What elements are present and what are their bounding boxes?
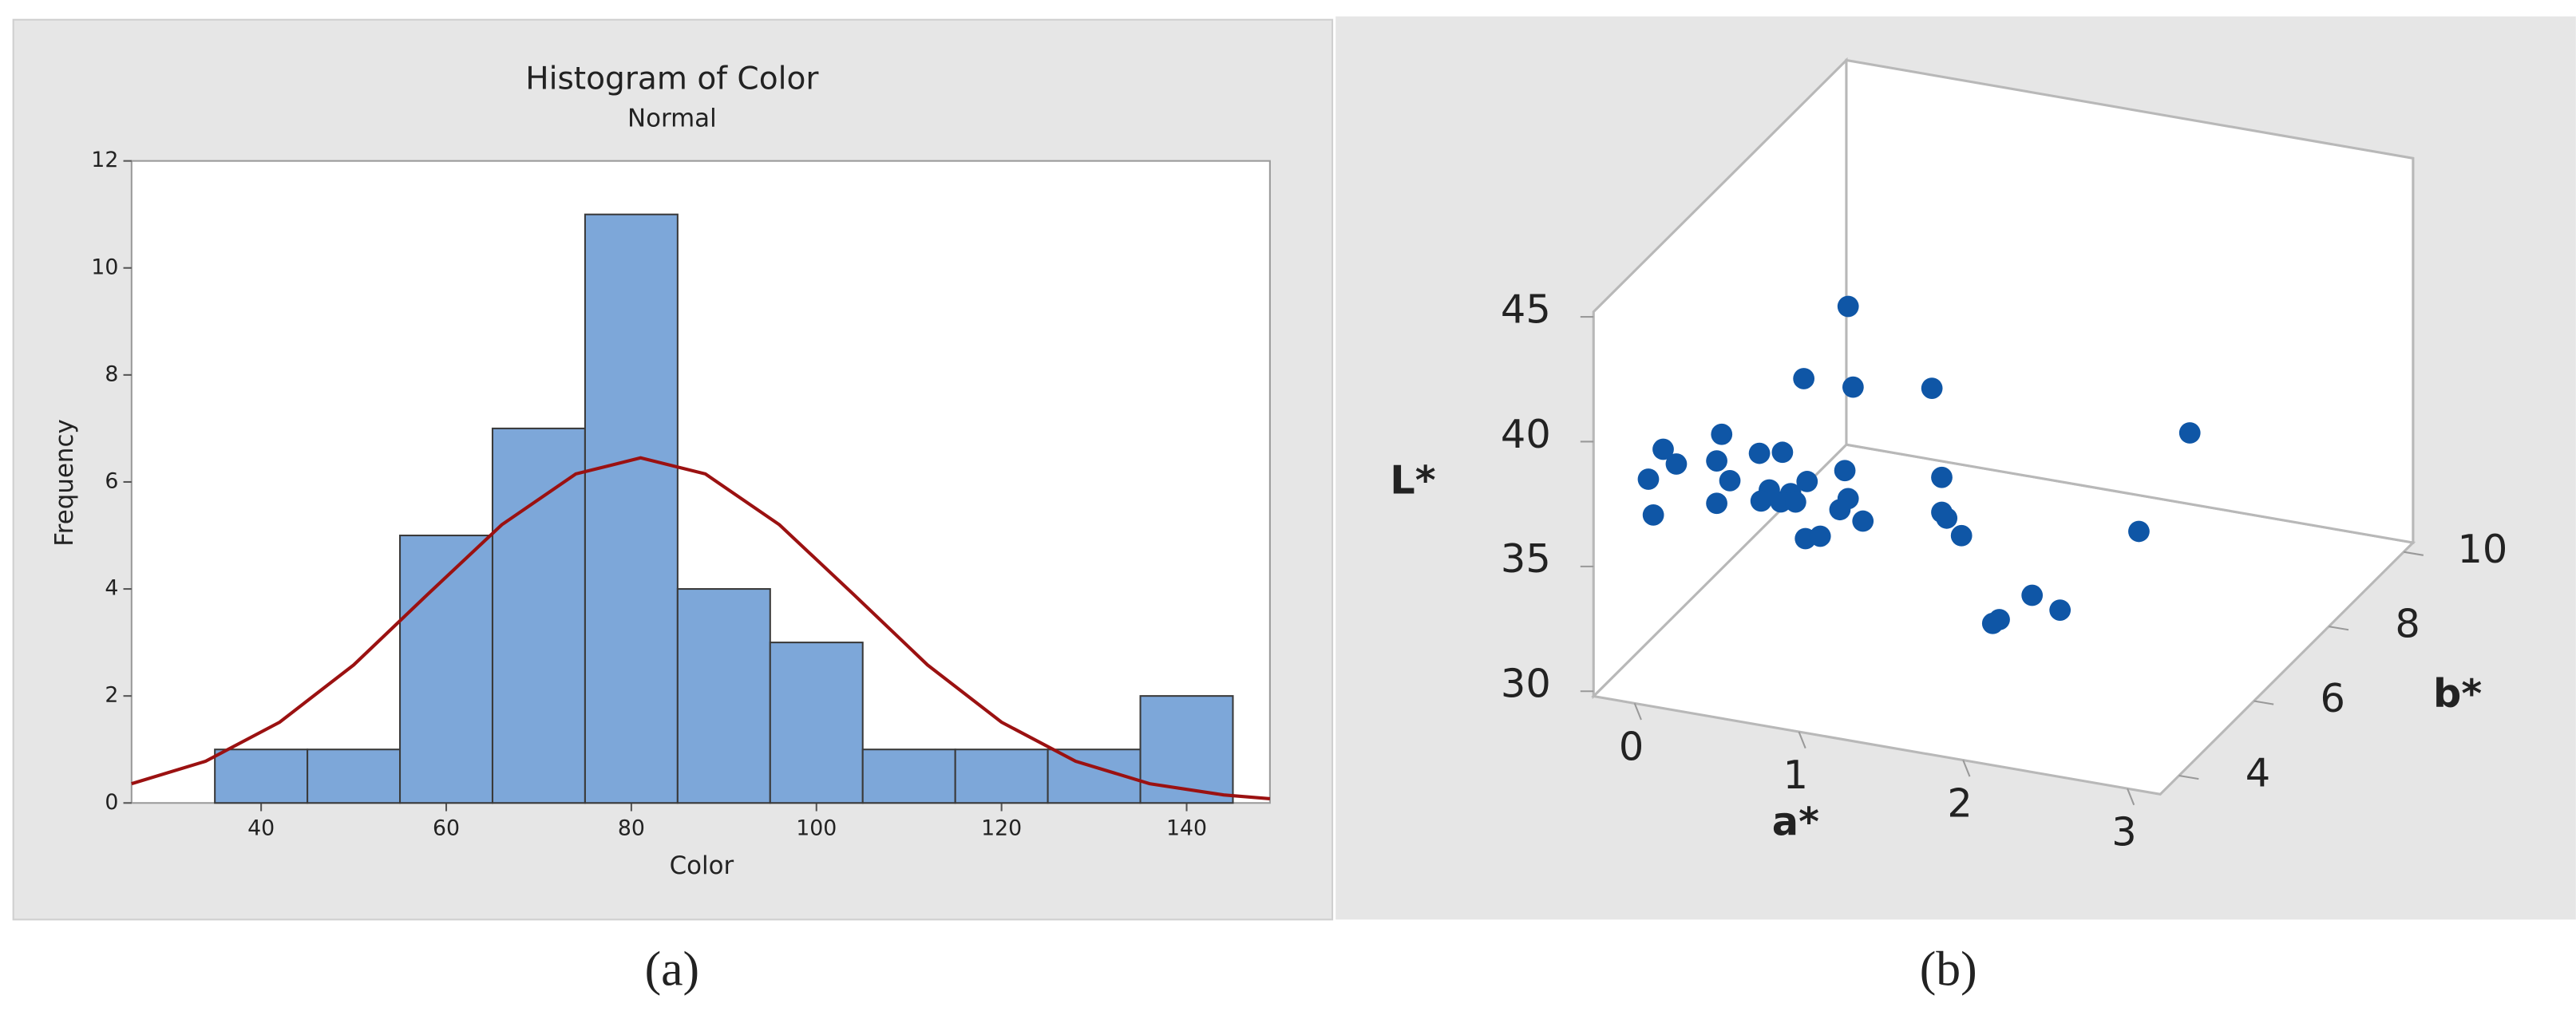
point	[1837, 295, 1859, 318]
bar	[584, 213, 679, 804]
point	[1950, 524, 1973, 547]
y-tick	[2329, 626, 2349, 631]
point	[2021, 584, 2044, 606]
point	[1706, 450, 1727, 472]
point	[1665, 453, 1688, 475]
point	[1842, 376, 1864, 398]
y-tick	[2254, 700, 2274, 705]
point	[1637, 468, 1660, 490]
x-tick-label: 3	[2111, 808, 2136, 855]
point	[1642, 504, 1664, 526]
x-tick-label: 40	[247, 816, 275, 841]
point	[1936, 507, 1958, 529]
point	[1793, 368, 1815, 389]
z-tick-label: 35	[1501, 535, 1551, 582]
point	[1834, 460, 1856, 482]
point	[1652, 438, 1674, 460]
x-tick-label: 1	[1783, 752, 1808, 798]
bar	[954, 748, 1049, 804]
y-tick-label: 8	[2395, 601, 2420, 647]
x-tick-label: 2	[1947, 780, 1972, 827]
y-tick-label: 6	[105, 468, 118, 493]
point	[1711, 423, 1733, 445]
y-tick-label: 12	[91, 148, 118, 172]
x-tick	[1962, 760, 1971, 777]
caption: (b)	[1920, 942, 1977, 996]
point	[1921, 377, 1943, 399]
point	[1852, 510, 1874, 532]
y-tick-label: 10	[2458, 526, 2508, 572]
y-axis-label: b*	[2433, 670, 2482, 717]
x-tick-label: 80	[618, 816, 645, 841]
z-tick-label: 40	[1501, 411, 1551, 457]
x-tick-label: 120	[981, 816, 1022, 841]
x-tick-label: 0	[1619, 724, 1644, 770]
point	[2049, 599, 2071, 621]
point	[1750, 490, 1772, 512]
point	[1706, 492, 1727, 515]
fit-curve	[131, 456, 1271, 800]
x-tick-label: 140	[1166, 816, 1207, 841]
y-tick-label: 10	[91, 255, 118, 279]
x-tick	[1633, 703, 1642, 721]
point	[2128, 520, 2150, 543]
x-tick	[2127, 788, 2135, 806]
chart-subtitle: Normal	[627, 105, 717, 133]
bar	[491, 427, 586, 804]
x-tick	[1798, 731, 1806, 748]
point	[1931, 466, 1953, 488]
z-axis-label: L*	[1390, 456, 1435, 503]
bar	[769, 642, 864, 804]
point	[1748, 442, 1771, 464]
y-tick	[2403, 551, 2424, 556]
bar	[676, 588, 771, 804]
point	[2178, 422, 2201, 444]
y-tick-label: 4	[105, 576, 118, 601]
point	[1981, 612, 2004, 634]
point	[1829, 499, 1851, 521]
bar	[399, 534, 494, 804]
point	[1719, 469, 1741, 492]
point	[1809, 525, 1831, 547]
bar	[214, 748, 309, 804]
bar	[307, 748, 402, 804]
point	[1770, 491, 1792, 513]
x-axis-label: Color	[670, 851, 734, 880]
y-tick-label: 8	[105, 361, 118, 386]
point	[1796, 471, 1818, 492]
caption: (a)	[645, 942, 699, 996]
x-tick-label: 100	[796, 816, 837, 841]
chart-title: Histogram of Color	[525, 61, 819, 97]
y-tick-label: 4	[2246, 749, 2270, 796]
y-axis-label: Frequency	[50, 419, 79, 546]
z-tick-label: 30	[1501, 661, 1551, 707]
y-tick-label: 2	[105, 683, 118, 708]
y-tick	[2178, 774, 2199, 780]
point	[1784, 491, 1806, 513]
z-tick-label: 45	[1501, 286, 1551, 332]
x-axis-label: a*	[1772, 799, 1819, 845]
box-wall	[1592, 57, 1848, 700]
bar	[1139, 695, 1234, 804]
y-tick-label: 0	[105, 790, 118, 815]
x-tick-label: 60	[433, 816, 460, 841]
y-tick-label: 6	[2321, 675, 2345, 721]
bar	[861, 748, 956, 804]
point	[1771, 441, 1794, 464]
